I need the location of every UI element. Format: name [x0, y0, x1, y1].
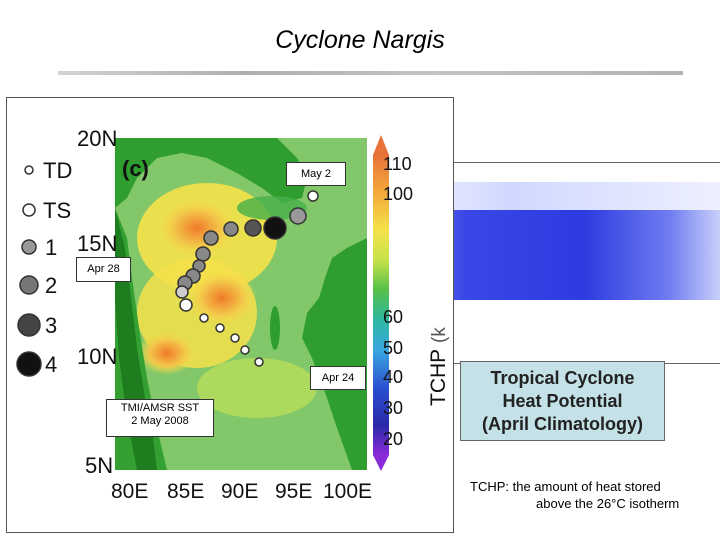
colorbar-tick: 110: [383, 154, 412, 174]
colorbar-tick: 30: [383, 398, 403, 418]
lat-label: 15N: [77, 231, 117, 256]
track-point: [255, 358, 263, 366]
track-point: [231, 334, 239, 342]
colorbar-bottom-arrow: [373, 455, 389, 471]
label-apr24: Apr 24: [310, 366, 366, 390]
lat-label: 10N: [77, 344, 117, 369]
note-line2: above the 26°C isotherm: [470, 495, 710, 512]
sst-map-panel: 20N 15N 10N 5N 80E 85E 90E 95E 100E (c) …: [6, 97, 454, 533]
source-label: TMI/AMSR SST 2 May 2008: [106, 399, 214, 437]
colorbar-unit: (k: [429, 327, 450, 343]
track-point: [196, 247, 210, 261]
track-point: [204, 231, 218, 245]
source-line2: 2 May 2008: [107, 415, 213, 428]
lat-label: 20N: [77, 126, 117, 151]
slide-title: Cyclone Nargis: [0, 26, 720, 55]
lon-label: 90E: [221, 480, 258, 503]
tchp-note: TCHP: the amount of heat stored above th…: [470, 478, 710, 512]
colorbar-tick: 100: [383, 184, 413, 204]
colorbar-label: TCHP: [427, 349, 450, 406]
legend-label: TS: [43, 198, 71, 223]
track-point: [241, 346, 249, 354]
note-line1: TCHP: the amount of heat stored: [470, 478, 710, 495]
track-point: [308, 191, 318, 201]
legend-cat2-marker: [20, 276, 38, 294]
lon-label: 85E: [167, 480, 204, 503]
color-band-light: [420, 182, 720, 212]
tchp-definition-box: Tropical Cyclone Heat Potential (April C…: [460, 361, 665, 441]
legend-cat4-marker: [17, 352, 41, 376]
colorbar-top-arrow: [373, 135, 389, 155]
legend-label: TD: [43, 158, 72, 183]
legend-cat3-marker: [18, 314, 40, 336]
legend-label: 4: [45, 352, 57, 377]
track-point: [245, 220, 261, 236]
lon-label: 100E: [323, 480, 372, 503]
legend-cat1-marker: [22, 240, 36, 254]
intensity-legend: TD TS 1 2 3 4: [17, 158, 72, 377]
track-point: [200, 314, 208, 322]
lon-axis: 80E 85E 90E 95E 100E: [111, 480, 372, 503]
track-point: [176, 286, 188, 298]
panel-label: (c): [122, 156, 149, 181]
track-point: [216, 324, 224, 332]
tchp-line1: Tropical Cyclone: [482, 367, 643, 390]
legend-label: 3: [45, 313, 57, 338]
sst-map: 20N 15N 10N 5N 80E 85E 90E 95E 100E (c) …: [7, 98, 453, 532]
legend-ts-marker: [23, 204, 35, 216]
tchp-line3: (April Climatology): [482, 413, 643, 436]
legend-td-marker: [25, 166, 33, 174]
colorbar-tick: 60: [383, 307, 403, 327]
colorbar-tick: 40: [383, 367, 403, 387]
lon-label: 80E: [111, 480, 148, 503]
label-may2: May 2: [286, 162, 346, 186]
legend-label: 1: [45, 235, 57, 260]
warm-region-south: [197, 358, 317, 418]
divider-line-top: [452, 162, 720, 163]
hot-spot-3: [137, 331, 197, 375]
track-point: [264, 217, 286, 239]
title-underline: [58, 71, 683, 75]
tchp-line2: Heat Potential: [482, 390, 643, 413]
track-point: [180, 299, 192, 311]
source-line1: TMI/AMSR SST: [107, 402, 213, 415]
track-point: [224, 222, 238, 236]
colorbar-tick: 50: [383, 338, 403, 358]
lat-label: 5N: [85, 453, 113, 478]
legend-label: 2: [45, 273, 57, 298]
label-apr28: Apr 28: [76, 257, 131, 282]
colorbar-tick: 20: [383, 429, 403, 449]
lon-label: 95E: [275, 480, 312, 503]
andaman-islands: [270, 306, 280, 350]
track-point: [290, 208, 306, 224]
